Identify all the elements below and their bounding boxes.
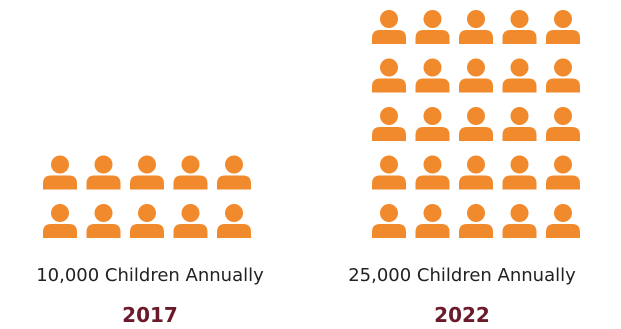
person-icon-2017-2	[86, 155, 121, 190]
person-icon-2022-16	[372, 155, 406, 190]
person-icon-2017-8	[130, 204, 164, 238]
person-icon-2017-10	[217, 204, 251, 238]
person-icon-2022-13	[459, 107, 493, 141]
caption-2017: 10,000 Children Annually	[36, 265, 264, 286]
person-icon-2022-24	[502, 204, 537, 238]
person-icon-2022-22	[415, 204, 450, 238]
person-icon-2022-5	[546, 10, 580, 44]
caption-2022: 25,000 Children Annually	[348, 265, 576, 286]
person-icon-2017-9	[173, 204, 208, 238]
person-icon-2022-19	[502, 155, 537, 190]
person-icon-2017-7	[86, 204, 121, 238]
person-icon-2022-8	[459, 58, 493, 93]
person-icon-2022-10	[546, 58, 580, 93]
year-label-2022: 2022	[434, 303, 490, 327]
person-icon-2022-14	[502, 107, 537, 141]
person-icon-2022-18	[459, 155, 493, 190]
person-icon-2022-11	[372, 107, 406, 141]
person-icon-2022-6	[372, 58, 406, 93]
person-icon-2022-20	[546, 155, 580, 190]
person-icon-2017-1	[43, 155, 77, 190]
person-icon-2022-21	[372, 204, 406, 238]
person-icon-2017-3	[130, 155, 164, 190]
person-icon-2022-3	[459, 10, 493, 44]
person-icon-2022-4	[502, 10, 537, 44]
person-icon-2017-6	[43, 204, 77, 238]
person-icon-2022-2	[415, 10, 450, 44]
person-icon-2022-15	[546, 107, 580, 141]
person-icon-2022-7	[415, 58, 450, 93]
person-icon-2017-5	[217, 155, 251, 190]
person-icon-2017-4	[173, 155, 208, 190]
person-icon-2022-25	[546, 204, 580, 238]
person-icon-2022-9	[502, 58, 537, 93]
person-icon-2022-1	[372, 10, 406, 44]
person-icon-2022-12	[415, 107, 450, 141]
year-label-2017: 2017	[122, 303, 178, 327]
person-icon-2022-17	[415, 155, 450, 190]
person-icon-2022-23	[459, 204, 493, 238]
